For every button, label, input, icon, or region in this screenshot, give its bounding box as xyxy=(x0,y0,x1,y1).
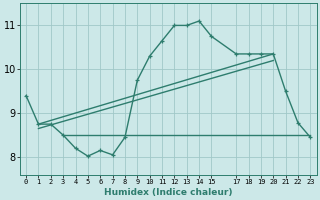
X-axis label: Humidex (Indice chaleur): Humidex (Indice chaleur) xyxy=(104,188,232,197)
